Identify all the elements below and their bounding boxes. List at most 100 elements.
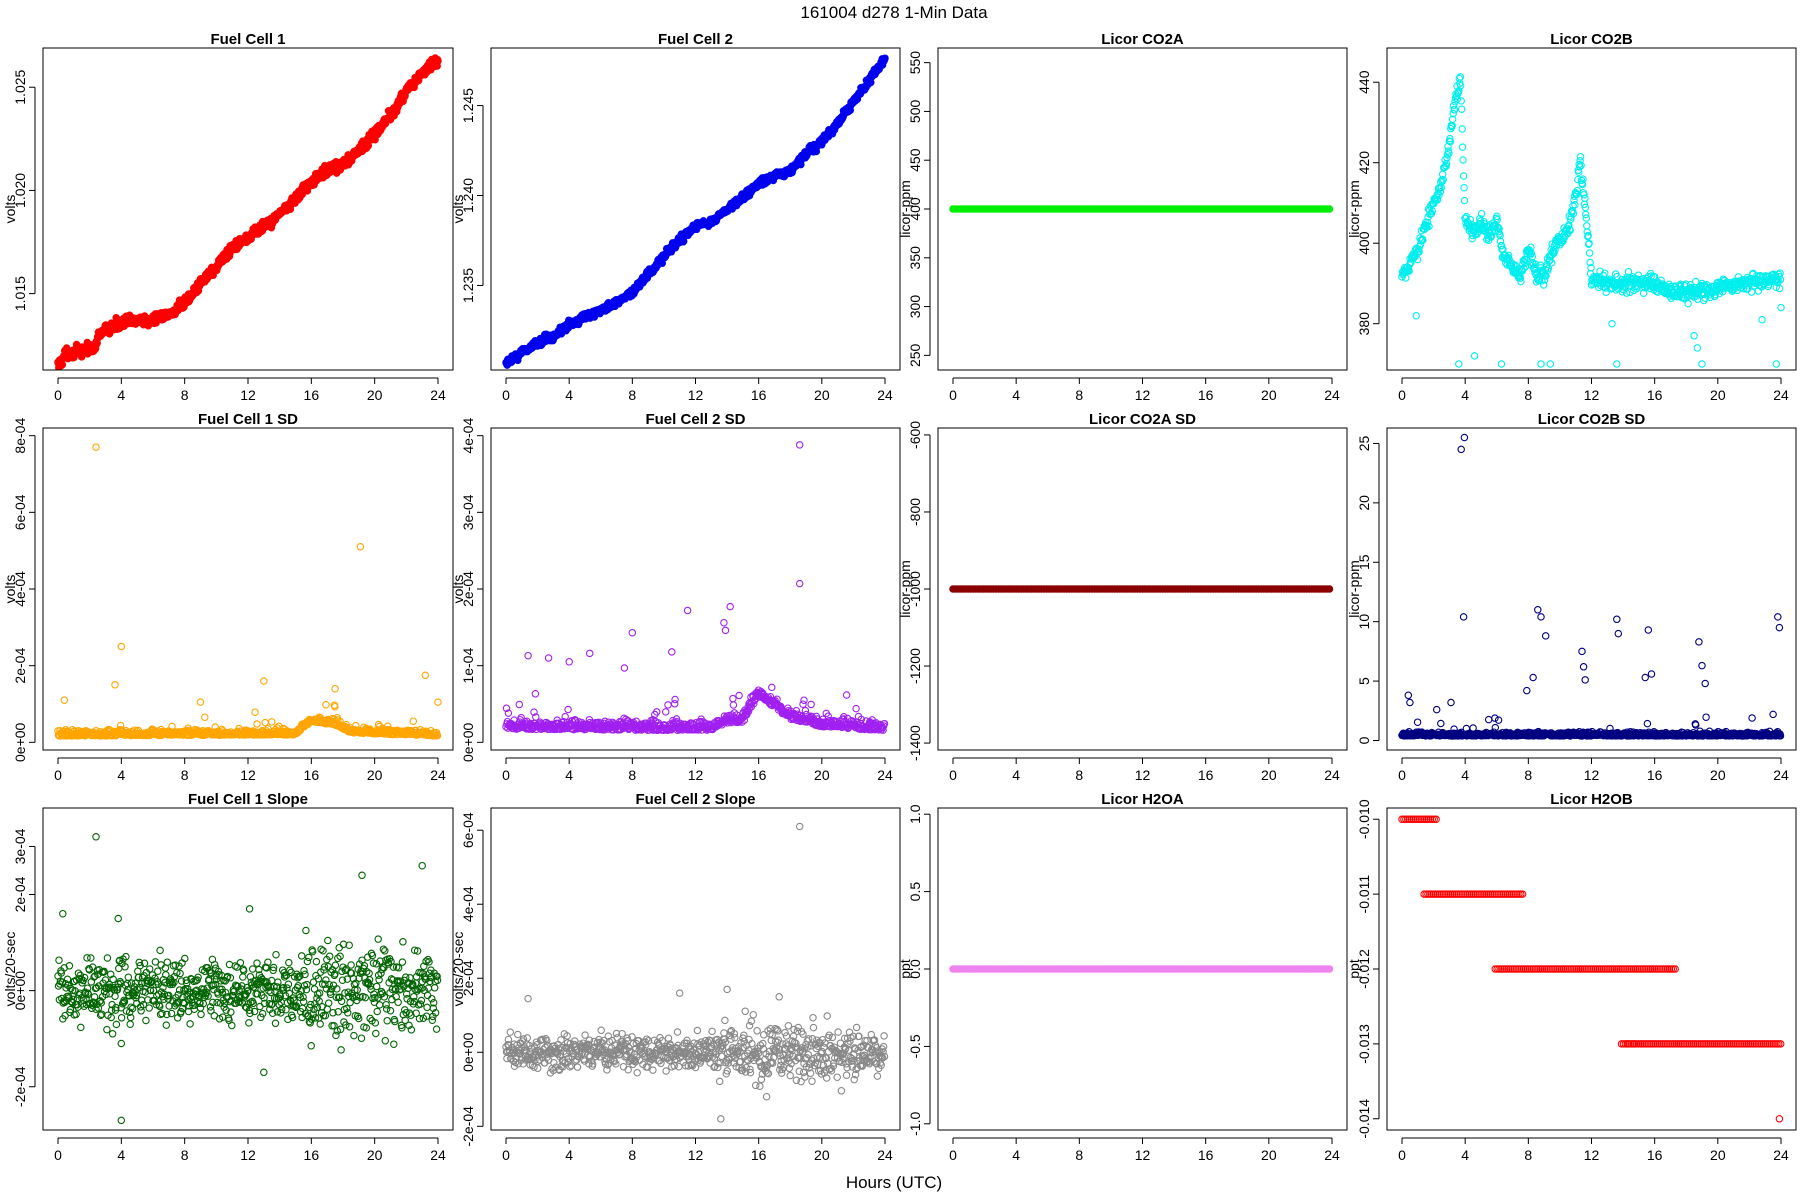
data-point [1544, 264, 1553, 273]
data-point [720, 618, 728, 627]
data-point [1777, 303, 1785, 312]
x-tick-label: 4 [117, 387, 125, 403]
data-point [1466, 215, 1474, 224]
x-tick-label: 12 [1584, 387, 1600, 403]
data-point [1470, 352, 1479, 360]
data-point [1657, 276, 1665, 285]
data-point [331, 684, 339, 693]
y-tick-label: 1.245 [460, 88, 476, 123]
x-tick-label: 24 [1324, 387, 1340, 403]
data-point [1776, 275, 1785, 284]
data-point [1566, 226, 1574, 235]
y-tick-label: 440 [1356, 70, 1372, 94]
x-tick-label: 4 [1012, 767, 1020, 783]
data-point [1775, 284, 1784, 293]
data-point [1574, 168, 1583, 176]
x-tick-label: 20 [367, 387, 383, 403]
y-tick-label: 300 [907, 295, 923, 319]
x-tick-label: 4 [1461, 387, 1469, 403]
x-tick-label: 12 [240, 767, 256, 783]
y-axis: 1.235 1.240 1.245 [460, 88, 484, 303]
data-point [1487, 231, 1496, 240]
plot-frame [42, 427, 454, 751]
data-point [1584, 231, 1592, 240]
y-tick-label: 2e-04 [460, 571, 476, 607]
x-tick-label: 24 [430, 767, 446, 783]
data-point [117, 642, 126, 651]
data-point [1443, 150, 1452, 159]
data-point [1460, 196, 1469, 205]
x-tick-label: 20 [367, 767, 383, 783]
x-tick-label: 8 [181, 387, 189, 403]
data-point [1576, 152, 1585, 161]
data-point [664, 701, 672, 709]
data-point [1458, 143, 1467, 151]
data-point [729, 701, 738, 709]
data-point [1579, 175, 1587, 183]
data-point [261, 718, 269, 727]
plot-frame [937, 47, 1348, 371]
data-point [1459, 156, 1467, 164]
data-point [356, 543, 365, 551]
y-tick-label: -600 [907, 421, 923, 449]
data-point [852, 704, 860, 713]
data-point [1419, 236, 1427, 244]
data-point [628, 628, 637, 637]
data-point [1583, 228, 1591, 236]
data-point [1693, 344, 1702, 352]
data-point [1571, 200, 1579, 209]
data-point [1608, 319, 1616, 328]
data-point [1574, 175, 1582, 184]
y-tick-label: -800 [907, 498, 923, 526]
data-point [532, 713, 540, 721]
data-point [1325, 205, 1334, 213]
x-axis: 0 4 8 12 16 20 24 [502, 757, 893, 783]
x-tick-label: 4 [117, 767, 125, 783]
plot-frame [1386, 47, 1797, 371]
y-tick-label: 400 [1356, 231, 1372, 255]
y-tick-label: 1e-04 [460, 648, 476, 684]
data-point [564, 705, 572, 714]
x-tick-label: 16 [1647, 387, 1663, 403]
y-tick-label: 1.240 [460, 178, 476, 213]
y-tick-label: 1.235 [460, 268, 476, 303]
data-point [1457, 105, 1466, 113]
data-point [1460, 183, 1468, 192]
x-tick-label: 8 [628, 767, 636, 783]
data-point [1583, 222, 1591, 230]
data-point [1493, 215, 1501, 224]
data-point [201, 713, 209, 721]
data-point [1569, 209, 1578, 218]
data-point [1772, 360, 1781, 368]
y-tick-label: 0e+00 [12, 722, 28, 762]
x-tick-label: 12 [688, 767, 704, 783]
data-point [1443, 154, 1451, 162]
y-tick-label: -1000 [907, 571, 923, 607]
data-point [721, 626, 730, 635]
data-point [768, 683, 776, 692]
x-tick-label: 0 [502, 387, 510, 403]
data-point [1537, 360, 1545, 368]
data-point [1582, 210, 1590, 219]
data-points [54, 54, 442, 370]
data-point [1531, 260, 1540, 269]
data-point [565, 658, 573, 666]
data-point [1453, 95, 1462, 103]
plot-frame [937, 427, 1348, 751]
x-tick-label: 24 [430, 387, 446, 403]
data-point [1516, 274, 1525, 282]
x-tick-label: 4 [565, 767, 573, 783]
data-point [670, 700, 679, 708]
y-tick-label: 4e-04 [12, 571, 28, 607]
data-point [881, 54, 889, 62]
data-point [1546, 360, 1555, 368]
x-tick-label: 16 [1198, 387, 1214, 403]
data-point [421, 671, 430, 680]
chart-title: Licor CO2A SD [1089, 411, 1196, 428]
